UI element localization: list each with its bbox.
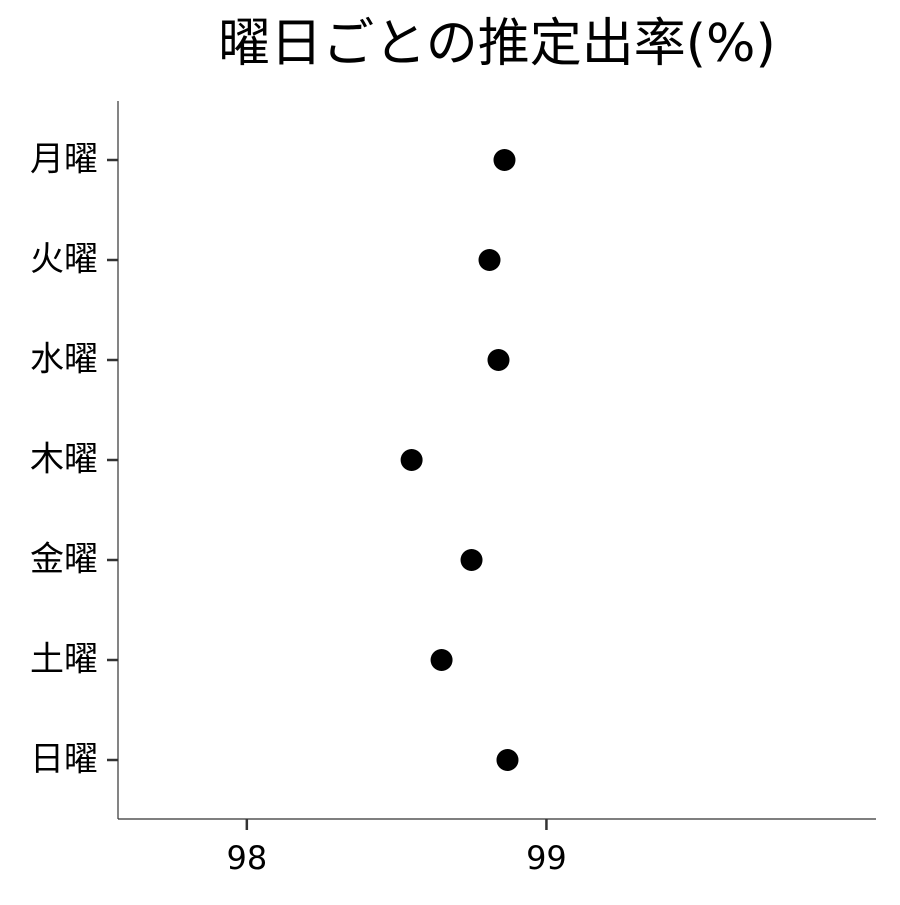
x-axis-ticks: 98 99 — [226, 819, 567, 877]
y-tick-label: 土曜 — [30, 640, 98, 680]
y-tick-label: 日曜 — [30, 740, 98, 780]
data-point — [478, 249, 501, 271]
y-tick-label: 火曜 — [30, 240, 98, 280]
data-point — [487, 349, 510, 371]
x-tick-label: 99 — [526, 839, 567, 877]
data-point — [400, 449, 423, 471]
y-tick-label: 木曜 — [30, 440, 98, 480]
y-tick-label: 水曜 — [30, 340, 98, 380]
data-points — [400, 149, 519, 771]
y-tick-label: 金曜 — [30, 540, 98, 580]
data-point — [430, 649, 453, 671]
data-point — [493, 149, 516, 171]
x-tick-label: 98 — [226, 839, 267, 877]
y-tick-label: 月曜 — [30, 140, 98, 180]
chart-title: 曜日ごとの推定出率(%) — [218, 14, 776, 74]
data-point — [460, 549, 483, 571]
data-point — [496, 749, 519, 771]
